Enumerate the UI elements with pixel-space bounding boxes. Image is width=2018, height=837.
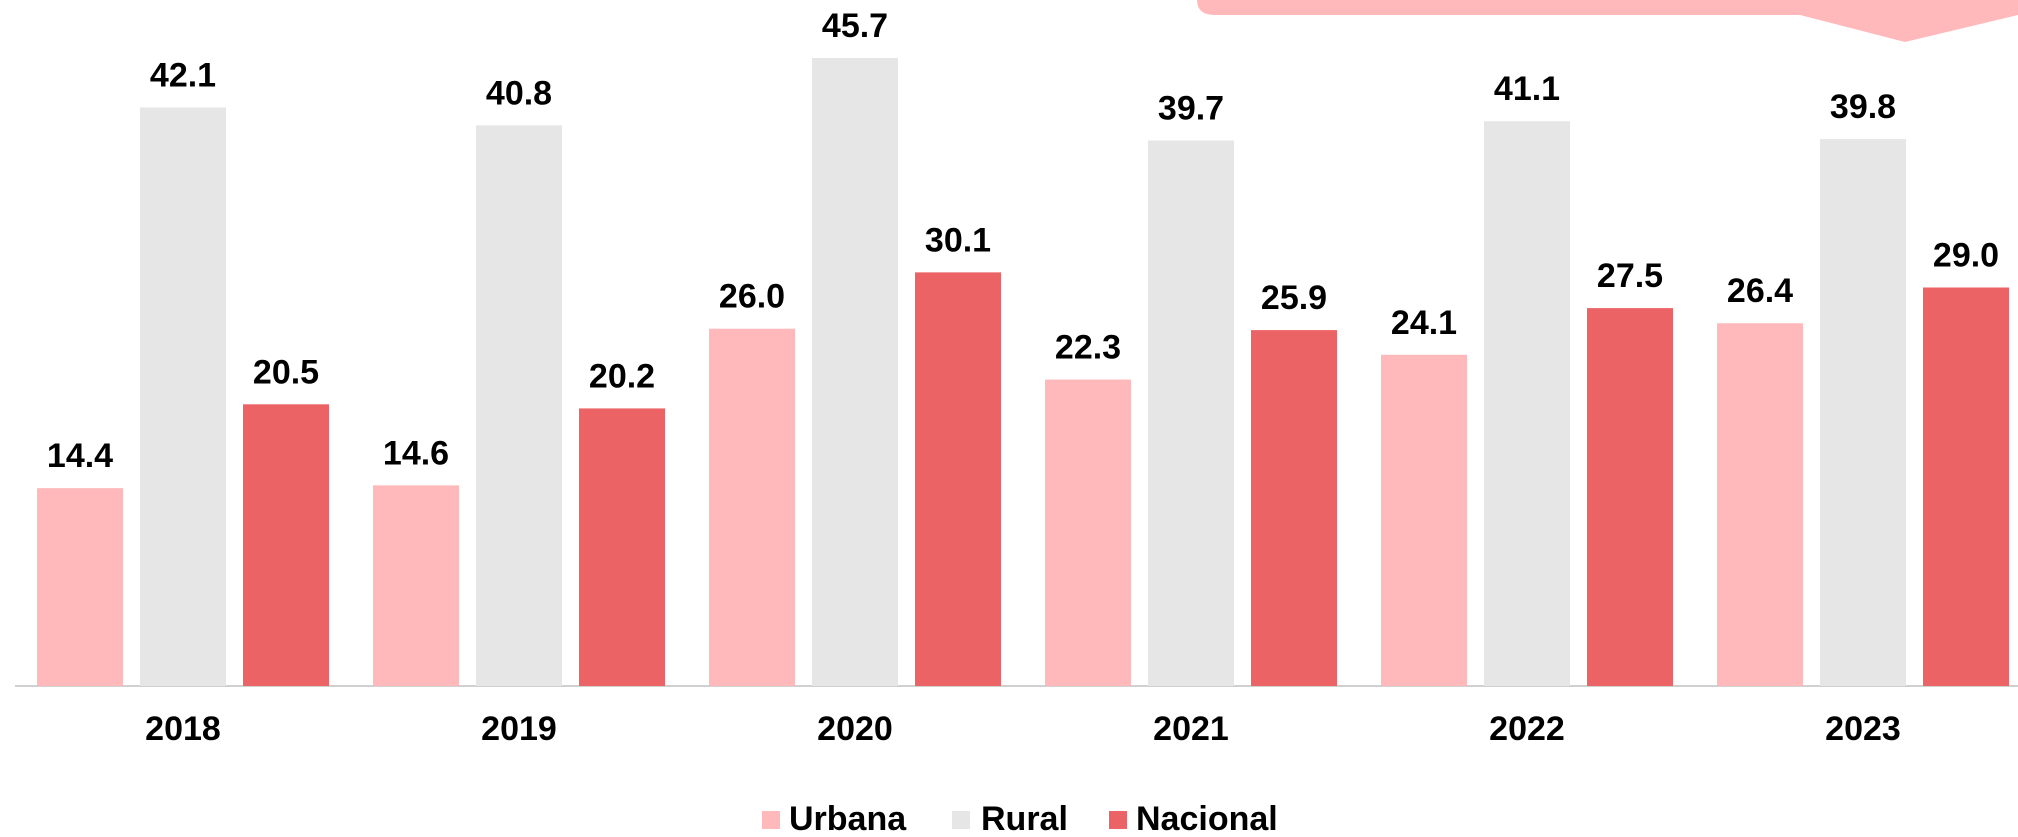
x-tick-label: 2021: [1153, 710, 1229, 748]
callout-shape: [1197, 0, 2018, 42]
bar: [37, 488, 123, 686]
value-label: 45.7: [822, 7, 888, 45]
x-tick-label: 2020: [817, 710, 893, 748]
value-label: 40.8: [486, 74, 552, 112]
x-tick-label: 2018: [145, 710, 221, 748]
bar: [812, 58, 898, 686]
bar: [1923, 287, 2009, 686]
bar: [1045, 379, 1131, 686]
x-tick-label: 2019: [481, 710, 557, 748]
value-label: 41.1: [1494, 70, 1560, 108]
bar: [1717, 323, 1803, 686]
bar: [476, 125, 562, 687]
value-label: 14.4: [47, 437, 113, 475]
legend-label: Rural: [981, 800, 1068, 837]
value-label: 39.7: [1158, 89, 1224, 127]
bar: [373, 485, 459, 686]
legend-label: Nacional: [1136, 800, 1278, 837]
legend-swatch: [762, 811, 780, 829]
bar: [1148, 140, 1234, 687]
value-label: 20.5: [253, 353, 319, 391]
bar: [243, 404, 329, 686]
legend-label: Urbana: [789, 800, 907, 837]
value-label: 42.1: [150, 56, 216, 94]
bar: [579, 408, 665, 686]
value-label: 14.6: [383, 434, 449, 472]
value-label: 27.5: [1597, 257, 1663, 295]
legend-swatch: [952, 811, 970, 829]
value-label: 30.1: [925, 221, 991, 259]
value-label: 29.0: [1933, 236, 1999, 274]
x-tick-label: 2023: [1825, 710, 1901, 748]
value-label: 39.8: [1830, 88, 1896, 126]
value-label: 20.2: [589, 357, 655, 395]
bar: [1381, 354, 1467, 686]
bar: [915, 272, 1001, 686]
value-label: 26.4: [1727, 272, 1793, 310]
value-label: 25.9: [1261, 279, 1327, 317]
x-tick-label: 2022: [1489, 710, 1565, 748]
legend-swatch: [1109, 811, 1127, 829]
value-label: 26.0: [719, 278, 785, 316]
value-label: 24.1: [1391, 304, 1457, 342]
bar: [1251, 330, 1337, 686]
bar: [140, 107, 226, 686]
bar: [709, 328, 795, 686]
bar: [1820, 139, 1906, 686]
bar: [1484, 121, 1570, 686]
bar: [1587, 308, 1673, 686]
value-label: 22.3: [1055, 329, 1121, 367]
